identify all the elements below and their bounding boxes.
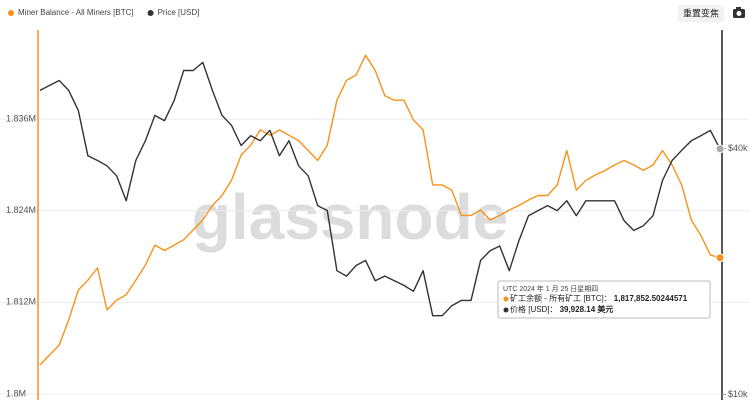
tooltip-date: UTC 2024 年 1 月 25 日星期四	[503, 284, 598, 293]
legend-swatch	[8, 10, 14, 16]
y2-tick-label: $40k	[728, 143, 748, 153]
watermark: glassnode	[192, 181, 509, 253]
y2-tick-label: $10k	[728, 389, 748, 399]
tooltip-swatch	[503, 307, 509, 313]
tooltip-box	[497, 280, 711, 319]
y-tick-label: 1.824M	[6, 205, 36, 215]
y-tick-label: 1.812M	[6, 297, 36, 307]
y-tick-label: 1.836M	[6, 114, 36, 124]
legend-label: Miner Balance - All Miners [BTC]	[18, 8, 134, 17]
reset-zoom-label[interactable]: 重置变焦	[683, 7, 719, 18]
tooltip-value: 1,817,852.50244571	[614, 294, 688, 303]
tooltip-value: 39,928.14 美元	[560, 304, 614, 314]
legend-swatch	[147, 10, 154, 16]
hover-point	[715, 253, 725, 263]
series-line	[39, 54, 721, 366]
series-line	[39, 61, 721, 317]
hover-point	[715, 144, 725, 154]
reset-zoom-button[interactable]	[678, 5, 724, 22]
tooltip-label: 矿工余额 - 所有矿工 [BTC]：	[510, 293, 612, 303]
tooltip-swatch	[503, 296, 509, 302]
tooltip-label: 价格 [USD]：	[510, 304, 558, 314]
y-tick-label: 1.8M	[6, 388, 26, 398]
camera-icon[interactable]	[733, 7, 745, 18]
legend-label: Price [USD]	[158, 8, 200, 17]
